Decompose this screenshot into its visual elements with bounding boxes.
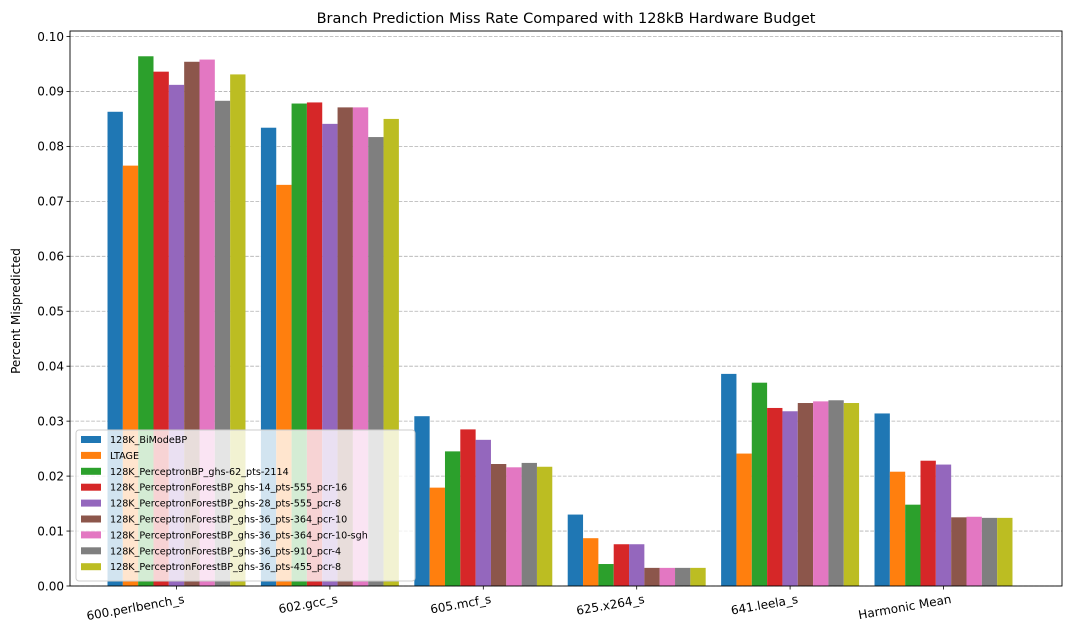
bar: [613, 544, 630, 586]
plot-frame: [69, 30, 1063, 587]
legend-swatch: [81, 483, 101, 491]
bar: [736, 453, 752, 586]
x-tick-label: 605.mcf_s: [429, 592, 492, 616]
x-ticks: 600.perlbench_s 602.gcc_s 605.mcf_s 625.x26…: [85, 586, 952, 623]
legend-swatch: [81, 531, 101, 539]
bar: [490, 464, 507, 586]
bar: [797, 403, 814, 586]
bar: [782, 411, 798, 586]
bar: [659, 567, 676, 586]
legend-swatch: [81, 451, 101, 459]
bar: [429, 487, 445, 586]
bar: [521, 462, 537, 586]
bar: [475, 439, 491, 586]
bar: [751, 382, 768, 586]
legend-swatch: [81, 563, 101, 571]
bar: [828, 400, 844, 586]
y-tick-label: 0.03: [37, 414, 64, 428]
y-tick-label: 0.04: [37, 359, 64, 373]
bar: [874, 413, 890, 586]
legend-swatch: [81, 547, 101, 555]
bar: [905, 504, 921, 586]
bar: [444, 451, 461, 586]
bar: [951, 517, 967, 586]
y-tick-label: 0.05: [37, 305, 64, 319]
x-tick-label: 641.leela_s: [730, 592, 799, 618]
bar: [690, 567, 706, 586]
x-tick-label: 625.x264_s: [575, 592, 645, 618]
bar: [920, 460, 936, 586]
bar: [506, 467, 522, 586]
bar: [414, 416, 430, 586]
legend-label: 128K_PerceptronForestBP_ghs-36_pts-364_p…: [110, 515, 347, 526]
legend-label: 128K_PerceptronForestBP_ghs-28_pts-555_p…: [110, 499, 341, 510]
bar: [843, 403, 860, 586]
axes: [69, 30, 1063, 587]
x-tick-label: 602.gcc_s: [277, 592, 338, 616]
bar: [675, 567, 691, 586]
y-tick-label: 0.08: [37, 140, 64, 154]
legend-label: 128K_PerceptronForestBP_ghs-14_pts-555_p…: [110, 483, 347, 494]
bar: [644, 567, 660, 586]
bar: [583, 538, 599, 586]
legend-label: 128K_BiModeBP: [110, 435, 187, 446]
legend-label: 128K_PerceptronForestBP_ghs-36_pts-455_p…: [110, 562, 341, 573]
bar: [598, 564, 614, 586]
legend: 128K_BiModeBP LTAGE 128K_PerceptronBP_ghs-…: [75, 429, 416, 582]
bar: [767, 407, 783, 586]
y-tick-label: 0.06: [37, 250, 64, 264]
y-tick-label: 0.07: [37, 195, 64, 209]
bar: [460, 429, 476, 586]
y-tick-label: 0.09: [37, 85, 64, 99]
bar: [629, 544, 645, 586]
y-ticks: 0.00 0.01 0.02 0.03 0.04 0.05 0.06 0.07 0.08 0.09…: [37, 30, 70, 593]
legend-box: [75, 429, 416, 582]
bar: [889, 471, 906, 586]
y-tick-label: 0.02: [37, 469, 64, 483]
legend-label: 128K_PerceptronForestBP_ghs-36_pts-910_p…: [110, 546, 341, 557]
legend-label: 128K_PerceptronForestBP_ghs-36_pts-364_p…: [110, 530, 368, 541]
x-tick-label: 600.perlbench_s: [85, 592, 185, 623]
chart-title: Branch Prediction Miss Rate Compared wit…: [317, 11, 816, 27]
bar: [981, 517, 998, 586]
bar: [813, 401, 829, 586]
x-tick-label: Harmonic Mean: [857, 592, 952, 622]
legend-swatch: [81, 499, 101, 507]
legend-label: 128K_PerceptronBP_ghs-62_pts-2114: [110, 467, 289, 478]
legend-swatch: [81, 467, 101, 475]
bar: [721, 373, 737, 586]
legend-swatch: [81, 515, 101, 523]
bar: [536, 466, 553, 586]
bar: [997, 517, 1013, 586]
bar: [567, 514, 584, 586]
y-tick-label: 0.10: [37, 30, 64, 44]
legend-swatch: [81, 436, 101, 443]
y-tick-label: 0.00: [37, 579, 64, 593]
y-axis-title: Percent Mispredicted: [9, 248, 23, 374]
bar: [966, 516, 982, 586]
y-tick-label: 0.01: [37, 524, 64, 538]
legend-label: LTAGE: [110, 451, 139, 462]
bar: [935, 464, 952, 586]
